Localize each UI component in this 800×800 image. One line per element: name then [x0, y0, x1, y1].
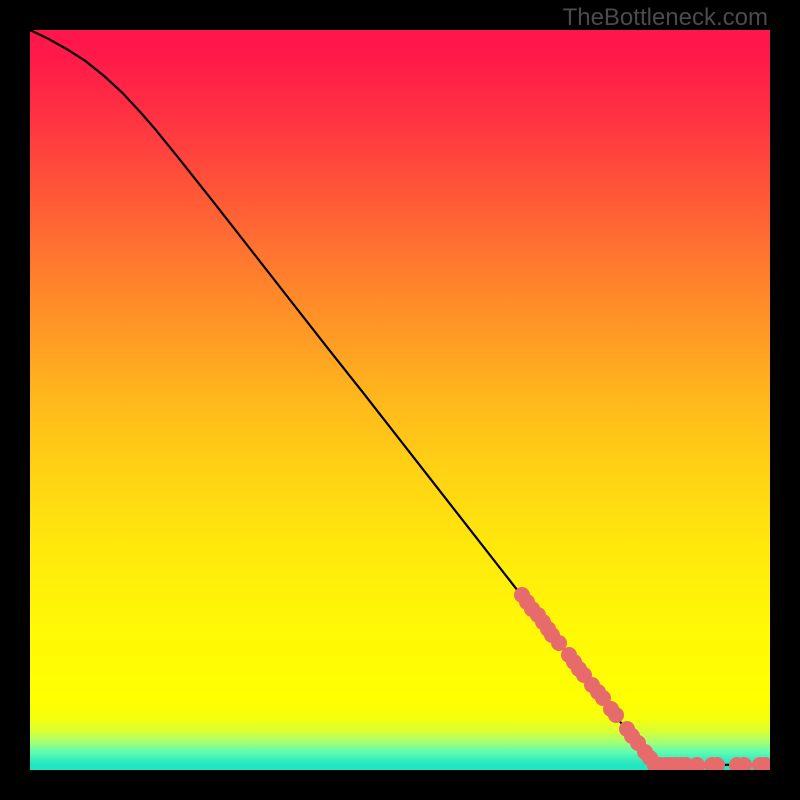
data-marker: [673, 757, 689, 770]
data-marker: [619, 721, 635, 737]
data-marker: [678, 757, 694, 770]
data-marker: [704, 757, 720, 770]
data-marker: [624, 728, 640, 744]
data-marker: [524, 601, 540, 617]
data-marker: [561, 647, 577, 663]
data-marker: [668, 757, 684, 770]
data-marker: [608, 707, 624, 723]
data-marker: [757, 757, 770, 770]
data-marker: [729, 757, 745, 770]
plot-area: [30, 30, 770, 770]
data-marker: [642, 750, 658, 766]
data-marker: [551, 635, 567, 651]
data-marker: [530, 607, 546, 623]
data-marker: [709, 757, 725, 770]
data-marker: [571, 661, 587, 677]
data-marker: [519, 594, 535, 610]
data-marker: [630, 735, 646, 751]
data-marker: [584, 677, 600, 693]
data-marker: [658, 757, 674, 770]
data-marker: [637, 744, 653, 760]
data-marker: [652, 757, 668, 770]
watermark-text: TheBottleneck.com: [563, 4, 768, 32]
data-marker: [603, 701, 619, 717]
data-marker: [736, 757, 752, 770]
data-marker: [663, 757, 679, 770]
data-marker: [689, 757, 705, 770]
markers-layer: [30, 30, 770, 770]
data-marker: [590, 684, 606, 700]
data-marker: [595, 690, 611, 706]
data-marker: [566, 654, 582, 670]
data-marker: [752, 757, 768, 770]
data-marker: [540, 621, 556, 637]
data-marker: [647, 757, 663, 770]
data-marker: [535, 614, 551, 630]
data-marker: [576, 667, 592, 683]
data-marker: [514, 587, 530, 603]
data-marker: [544, 627, 560, 643]
